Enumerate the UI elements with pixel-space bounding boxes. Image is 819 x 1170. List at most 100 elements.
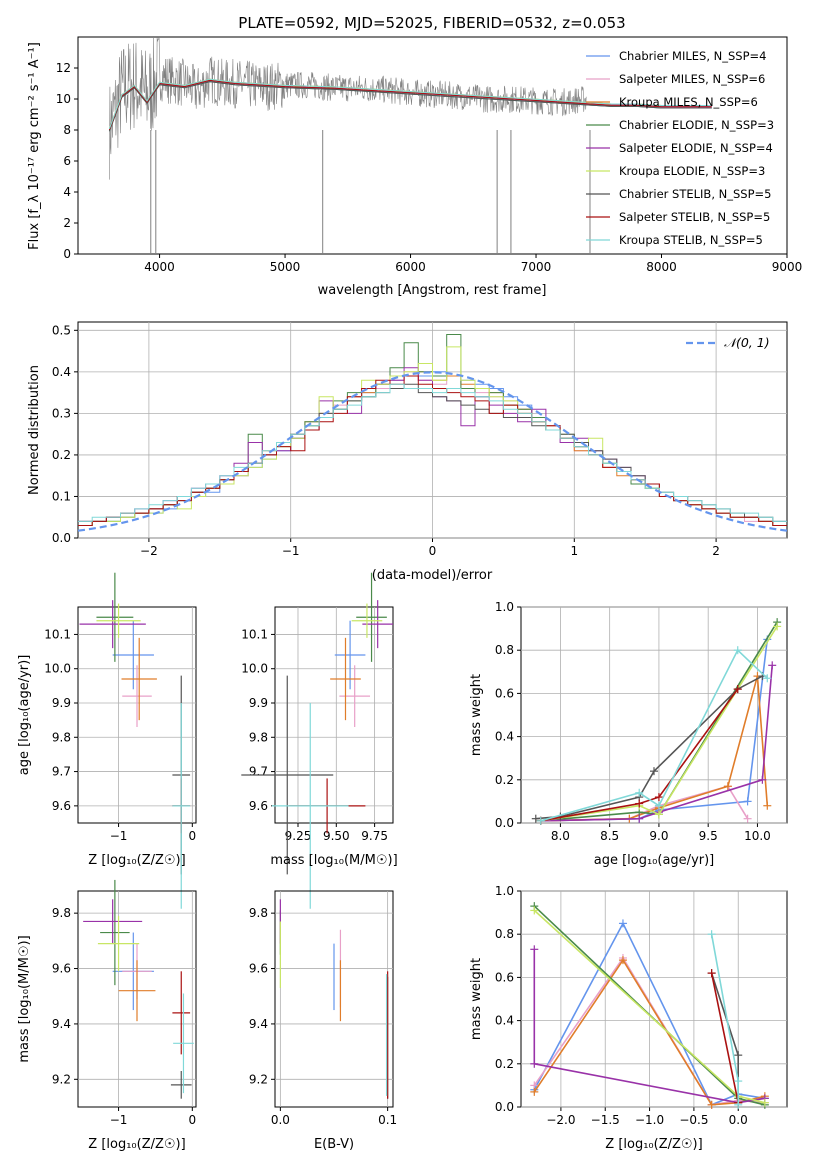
y-tick-label: 4 — [63, 185, 71, 199]
weight-line — [540, 639, 769, 822]
y-tick-label: 0.6 — [495, 686, 514, 700]
y-tick-label: 0.5 — [52, 323, 71, 337]
x-tick-label: 0 — [188, 1113, 196, 1127]
legend-label: Kroupa MILES, N_SSP=6 — [619, 95, 758, 109]
panel-mass-vs-ebv: 0.0 0.1 9.2 9.4 9.6 9.8 E(B-V) — [249, 890, 397, 1152]
panel-mass-vs-Z: −1 0 9.2 9.4 9.6 9.8 Z [log₁₀(Z/Z☉)] mass [lo… — [17, 879, 197, 1152]
wZ-ylabel: mass weight — [469, 958, 484, 1040]
gaussian-legend-label: 𝒩(0, 1) — [724, 335, 770, 350]
x-tick-label: 8.0 — [551, 829, 570, 843]
y-tick-label: 9.4 — [249, 1017, 268, 1031]
massZ-ylabel: mass [log₁₀(M/M☉)] — [17, 935, 32, 1062]
gaussian-curve — [77, 371, 788, 532]
weight-line — [710, 934, 740, 1105]
spectrum-xlabel: wavelength [Angstrom, rest frame] — [318, 283, 547, 298]
wAge-xlabel: age [log₁₀(age/yr)] — [594, 853, 715, 868]
y-tick-label: 9.7 — [249, 765, 268, 779]
y-tick-label: 6 — [63, 154, 71, 168]
panel-age-vs-mass: 9.25 9.50 9.75 9.6 9.7 9.8 9.9 10.0 10.1 mass [l… — [241, 572, 398, 909]
legend-label: Salpeter STELIB, N_SSP=5 — [619, 210, 770, 224]
x-tick-label: 0 — [188, 829, 196, 843]
weight-line — [540, 688, 739, 822]
y-tick-label: 0.0 — [52, 531, 71, 545]
y-tick-label: 2 — [63, 216, 71, 230]
x-tick-label: 9.25 — [285, 829, 312, 843]
y-tick-label: 0.4 — [52, 365, 71, 379]
y-tick-label: 0.3 — [52, 406, 71, 420]
weight-line — [710, 972, 739, 1103]
y-tick-label: 9.6 — [52, 962, 71, 976]
x-tick-label: 0.0 — [271, 1113, 290, 1127]
x-tick-label: −2.0 — [546, 1113, 575, 1127]
panel-age-vs-Z: −1 09.69.79.89.910.010.1 Z [log₁₀(Z/Z☉)] … — [17, 572, 197, 909]
legend-label: Chabrier STELIB, N_SSP=5 — [619, 187, 771, 201]
y-tick-label: 10.0 — [44, 662, 71, 676]
x-tick-label: −1.5 — [591, 1113, 620, 1127]
wZ-xlabel: Z [log₁₀(Z/Z☉)] — [605, 1137, 702, 1152]
x-tick-label: 0.1 — [378, 1113, 397, 1127]
y-tick-label: 0.0 — [495, 816, 514, 830]
y-tick-label: 9.8 — [52, 906, 71, 920]
y-tick-label: 9.6 — [249, 799, 268, 813]
ageM-axes-frame — [274, 606, 394, 824]
x-tick-label: −1 — [110, 1113, 128, 1127]
ageM-plot-area: 9.25 9.50 9.75 9.6 9.7 9.8 9.9 10.0 10.1 — [241, 572, 393, 909]
legend-label: Chabrier ELODIE, N_SSP=3 — [619, 118, 774, 132]
y-tick-label: 12 — [56, 61, 71, 75]
legend-label: Chabrier MILES, N_SSP=4 — [619, 49, 766, 63]
y-tick-label: 0 — [63, 247, 71, 261]
x-tick-label: −2 — [140, 544, 158, 558]
y-tick-label: 0.2 — [495, 1057, 514, 1071]
panel-weight-vs-Z: −2.0 −1.5 −1.0 −0.5 0.0 0.0 0.2 0.4 0.6 0.8 1.0 Z … — [469, 884, 788, 1152]
weight-line — [540, 625, 778, 822]
spectrum-ylabel: Flux [f_λ 10⁻¹⁷ erg cm⁻² s⁻¹ A⁻¹] — [27, 42, 42, 250]
massE-plot-area: 0.0 0.1 9.2 9.4 9.6 9.8 — [249, 891, 397, 1127]
ageZ-axes-frame — [77, 606, 197, 824]
spectrum-plot-area: 4000 5000 6000 7000 8000 9000 0 2 4 6 8 10 12 Chabrie… — [56, 36, 802, 274]
y-tick-label: 9.6 — [52, 799, 71, 813]
y-tick-label: 8 — [63, 123, 71, 137]
y-tick-label: 9.8 — [249, 906, 268, 920]
spectrum-axes-frame — [77, 36, 788, 255]
histogram-ylabel: Normed distribution — [27, 365, 42, 495]
wZ-plot-area: −2.0 −1.5 −1.0 −0.5 0.0 0.0 0.2 0.4 0.6 0.8 1.0 — [495, 884, 787, 1127]
y-tick-label: 0.6 — [495, 970, 514, 984]
y-tick-label: 9.6 — [249, 962, 268, 976]
x-tick-label: 8.5 — [600, 829, 619, 843]
panel-spectrum: PLATE=0592, MJD=52025, FIBERID=0532, z=0… — [27, 14, 802, 298]
wAge-ylabel: mass weight — [469, 674, 484, 756]
massE-axes-frame — [274, 890, 394, 1108]
chart-title: PLATE=0592, MJD=52025, FIBERID=0532, z=0… — [238, 14, 625, 32]
histogram-plot-area: −2 −1 0 1 2 0.0 0.1 0.2 0.3 0.4 0.5 𝒩(0, 1) — [52, 322, 788, 558]
y-tick-label: 0.1 — [52, 489, 71, 503]
y-tick-label: 9.8 — [52, 730, 71, 744]
x-tick-label: 9.0 — [649, 829, 668, 843]
wAge-plot-area: 8.0 8.5 9.0 9.5 10.0 0.0 0.2 0.4 0.6 0.8 1.0 — [495, 600, 787, 843]
massZ-plot-area: −1 0 9.2 9.4 9.6 9.8 — [52, 879, 196, 1127]
massE-xlabel: E(B-V) — [314, 1137, 354, 1152]
ageZ-plot-area: −1 0 9.6 9.7 9.8 9.9 10.0 10.1 — [44, 572, 196, 909]
x-tick-label: 6000 — [395, 260, 426, 274]
weight-line — [540, 621, 778, 822]
massZ-axes-frame — [77, 890, 197, 1108]
histogram-xlabel: (data-model)/error — [372, 568, 493, 583]
ageZ-ylabel: age [log₁₀(age/yr)] — [17, 655, 32, 776]
panel-histogram: −2 −1 0 1 2 0.0 0.1 0.2 0.3 0.4 0.5 𝒩(0, 1) (data-m… — [27, 321, 788, 583]
y-tick-label: 0.4 — [495, 1014, 514, 1028]
x-tick-label: 8000 — [646, 260, 677, 274]
y-tick-label: 9.8 — [249, 730, 268, 744]
x-tick-label: −1 — [282, 544, 300, 558]
x-tick-label: 10.0 — [744, 829, 771, 843]
y-tick-label: 9.9 — [249, 696, 268, 710]
ageZ-xlabel: Z [log₁₀(Z/Z☉)] — [88, 853, 185, 868]
x-tick-label: −1 — [110, 829, 128, 843]
x-tick-label: 9.75 — [361, 829, 388, 843]
massZ-xlabel: Z [log₁₀(Z/Z☉)] — [88, 1137, 185, 1152]
y-tick-label: 1.0 — [495, 600, 514, 614]
x-tick-label: 9.5 — [699, 829, 718, 843]
weight-line — [535, 675, 763, 820]
x-tick-label: −1.0 — [635, 1113, 664, 1127]
panel-weight-vs-age: 8.0 8.5 9.0 9.5 10.0 0.0 0.2 0.4 0.6 0.8 1.0 age [… — [469, 600, 788, 868]
weight-line — [533, 949, 765, 1104]
